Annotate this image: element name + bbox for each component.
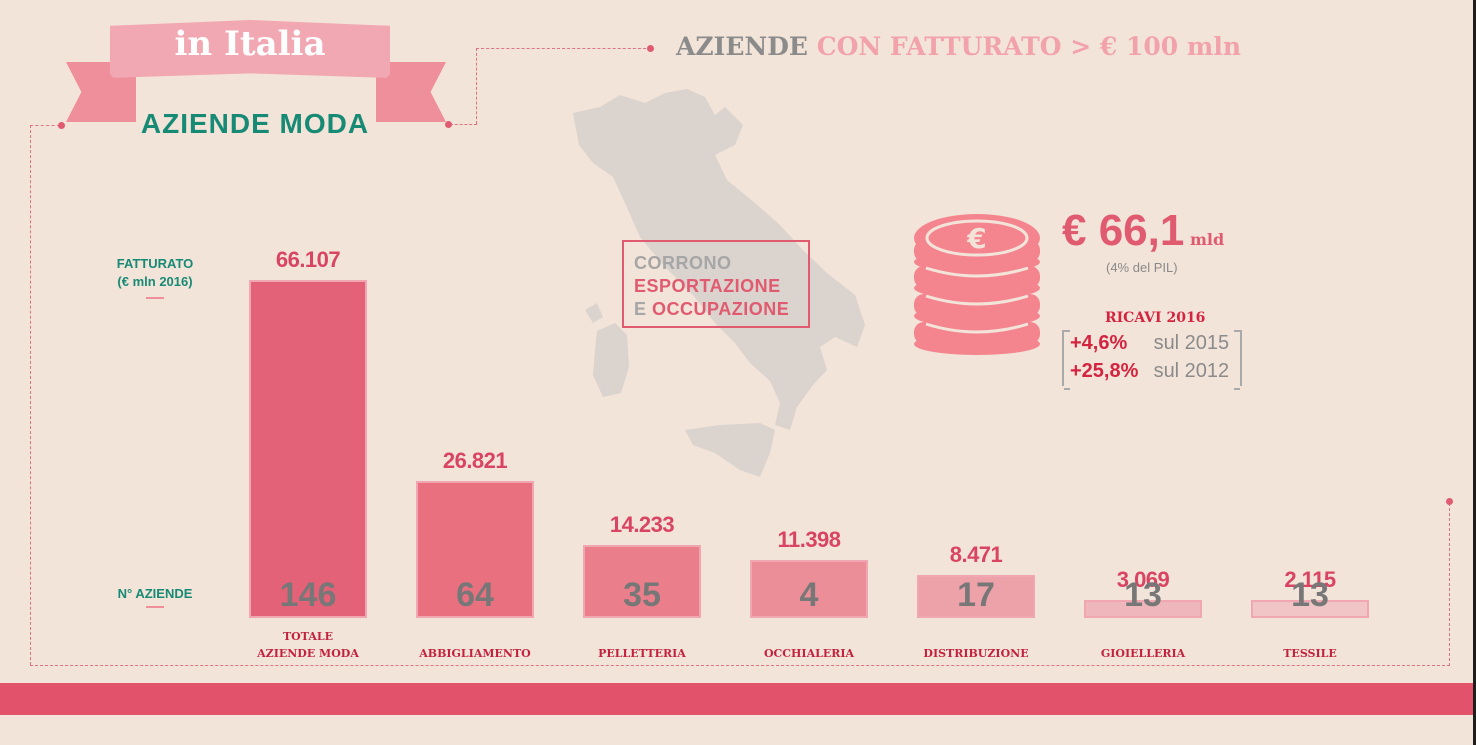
- bar-category-label: PELLETTERIA: [562, 645, 722, 662]
- banner-ribbon: [110, 20, 390, 78]
- total-revenue-unit: mld: [1190, 230, 1225, 249]
- footer-band: [0, 683, 1473, 715]
- ricavi-row: +4,6% sul 2015: [1070, 332, 1229, 355]
- callout-line3-b: OCCUPAZIONE: [652, 299, 790, 319]
- chart-bar: [416, 480, 534, 618]
- total-revenue-value: € 66,1: [1062, 206, 1185, 255]
- bar-company-count: 64: [456, 576, 494, 614]
- frame-line: [30, 665, 1450, 666]
- bar-category-label: ABBIGLIAMENTO: [395, 645, 555, 662]
- chart-bar: [249, 280, 367, 618]
- bar-category-label: DISTRIBUZIONE: [896, 645, 1056, 662]
- connector-line: [476, 48, 646, 49]
- chart-bar: [917, 574, 1035, 618]
- label-tick: [146, 606, 164, 608]
- chart-bar: [750, 559, 868, 618]
- bar-value-label: 66.107: [275, 247, 341, 272]
- frame-dot: [58, 122, 65, 129]
- headline-part1: AZIENDE: [676, 32, 808, 61]
- bar-category-label: TESSILE: [1230, 645, 1390, 662]
- bar-company-count: 146: [279, 576, 337, 614]
- bar-value-label: 26.821: [442, 447, 508, 473]
- bar-value-label: 14.233: [609, 512, 675, 538]
- pil-note: (4% del PIL): [1106, 260, 1178, 275]
- bar-category-line: DISTRIBUZIONE: [923, 647, 1029, 660]
- frame-line: [30, 125, 60, 126]
- bar-value-label: 3.069: [1116, 567, 1170, 592]
- bar-value-label: 8.471: [949, 541, 1003, 567]
- aziende-label: N° AZIENDE: [117, 586, 193, 601]
- ricavi-pct: +4,6%: [1070, 332, 1128, 354]
- connector-line: [476, 48, 477, 124]
- bar-company-count: 13: [1124, 576, 1162, 614]
- label-tick: [146, 297, 164, 299]
- callout-line2: ESPORTAZIONE: [634, 276, 781, 296]
- connector-dot: [445, 121, 452, 128]
- ricavi-box: +4,6% sul 2015 +25,8% sul 2012: [1062, 330, 1242, 390]
- callout-box: CORRONO ESPORTAZIONE E OCCUPAZIONE: [622, 240, 810, 328]
- bar-category-line: ABBIGLIAMENTO: [419, 647, 531, 660]
- bar-category-label: OCCHIALERIA: [729, 645, 889, 662]
- banner-title: in Italia: [174, 24, 326, 64]
- banner-subtitle: AZIENDE MODA: [140, 108, 370, 139]
- bar-company-count: 17: [957, 576, 995, 614]
- ricavi-pct: +25,8%: [1070, 360, 1139, 382]
- bar-category-line: GIOIELLERIA: [1100, 647, 1186, 660]
- bar-category-label: TOTALE AZIENDE MODA: [228, 628, 388, 662]
- bar-category-line: AZIENDE MODA: [257, 647, 359, 660]
- bar-category-line: PELLETTERIA: [598, 647, 686, 660]
- ricavi-row: +25,8% sul 2012: [1070, 360, 1229, 383]
- connector-dot: [647, 45, 654, 52]
- bar-value-label: 2.115: [1284, 567, 1336, 592]
- bar-value-label: 11.398: [777, 526, 841, 552]
- bar-category-line: TOTALE: [282, 630, 333, 643]
- frame-line: [30, 125, 31, 665]
- fatturato-label-line2: (€ mln 2016): [117, 274, 193, 289]
- chart-bar: [583, 545, 701, 618]
- window-edge: [1473, 0, 1476, 745]
- bar-category-line: OCCHIALERIA: [763, 647, 855, 660]
- frame-line: [1449, 503, 1450, 666]
- italy-map: [573, 89, 865, 477]
- callout-line1: CORRONO: [634, 253, 732, 273]
- bar-company-count: 35: [623, 576, 661, 614]
- headline-part2: CON FATTURATO > € 100 mln: [816, 32, 1242, 61]
- ricavi-label: sul 2012: [1153, 360, 1230, 382]
- chart-bar: [1251, 600, 1369, 618]
- bar-company-count: 13: [1291, 576, 1329, 614]
- fatturato-label-line1: FATTURATO: [116, 256, 194, 271]
- callout-line3-a: E: [634, 299, 647, 319]
- headline: AZIENDE CON FATTURATO > € 100 mln: [676, 32, 1241, 61]
- ricavi-title: RICAVI 2016: [1105, 310, 1206, 326]
- bar-company-count: 4: [799, 576, 819, 614]
- bar-category-line: TESSILE: [1283, 647, 1337, 660]
- connector-line: [450, 124, 477, 125]
- chart-bar: [1084, 600, 1202, 618]
- fatturato-label: FATTURATO (€ mln 2016): [95, 255, 215, 291]
- frame-dot: [1446, 498, 1453, 505]
- ricavi-label: sul 2015: [1153, 332, 1230, 354]
- bar-category-label: GIOIELLERIA: [1063, 645, 1223, 662]
- svg-text:€: €: [966, 222, 986, 255]
- euro-coins-icon: €: [914, 214, 1040, 355]
